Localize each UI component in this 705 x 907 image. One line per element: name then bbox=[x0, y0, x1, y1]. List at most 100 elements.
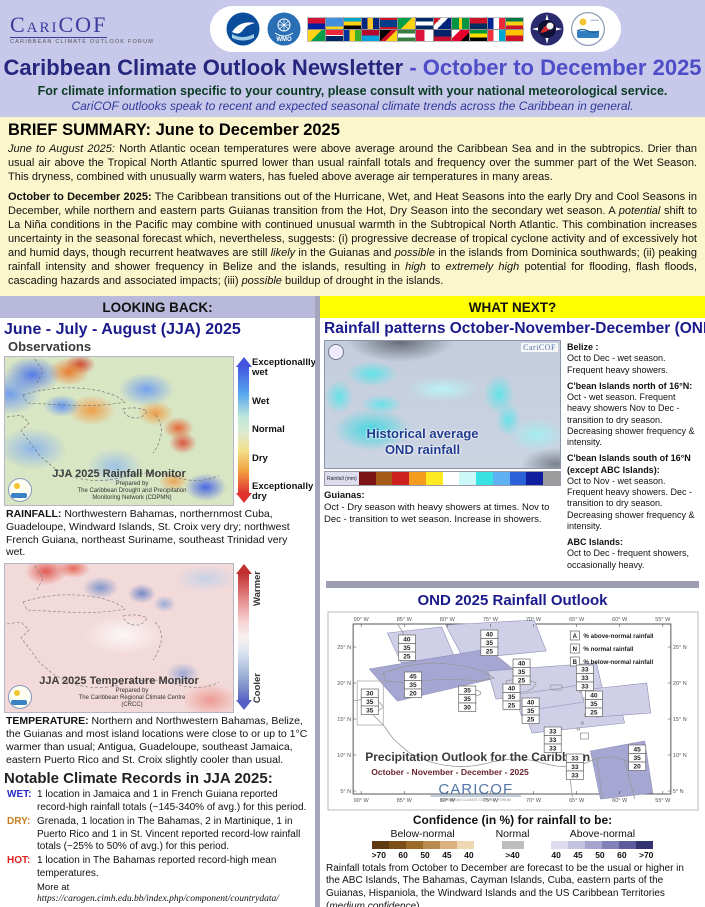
records-heading[interactable]: Notable Climate Records in JJA 2025: bbox=[4, 770, 273, 788]
above-normal-group: Above-normal 40 45 50 60 >70 bbox=[551, 827, 654, 860]
climate-record-item: WET: 1 location in Jamaica and 1 in Frenc… bbox=[4, 789, 311, 814]
region-text: Oct to Dec - wet season. Frequent heavy … bbox=[567, 353, 669, 375]
jja-rainfall-monitor-map[interactable]: JJA 2025 Rainfall Monitor Prepared by Th… bbox=[4, 356, 316, 507]
title-period: - October to December 2025 bbox=[403, 55, 702, 80]
column-divider bbox=[315, 296, 320, 907]
probability-box bbox=[565, 770, 584, 780]
rainfall-map-image[interactable]: JJA 2025 Rainfall Monitor Prepared by Th… bbox=[4, 356, 234, 507]
confidence-swatch bbox=[551, 840, 569, 849]
record-type-label: HOT: bbox=[7, 855, 31, 867]
temperature-map-image[interactable]: JJA 2025 Temperature Monitor Prepared by… bbox=[4, 563, 234, 714]
lat-tick: 25° N bbox=[672, 645, 686, 651]
confidence-tick: >40 bbox=[505, 849, 520, 860]
below-normal-group: Below-normal >70 60 50 45 40 bbox=[371, 827, 474, 860]
confidence-tick: 50 bbox=[595, 849, 605, 860]
region-outlook: C'bean Islands north of 16°N: Oct - wet s… bbox=[567, 381, 701, 449]
content-columns: LOOKING BACK: June - July - August (JJA)… bbox=[0, 296, 705, 907]
svg-text:N: N bbox=[572, 647, 576, 653]
country-flag bbox=[361, 28, 380, 42]
region-text: Oct - Dry season with heavy showers at t… bbox=[324, 501, 550, 525]
country-flag bbox=[379, 16, 398, 30]
regional-outlook-texts: Belize : Oct to Dec - wet season. Frequen… bbox=[567, 340, 701, 576]
region-name: Guianas: bbox=[324, 490, 365, 502]
probability-value: 35 bbox=[526, 708, 534, 715]
record-text: 1 location in Jamaica and 1 in French Gu… bbox=[37, 789, 307, 813]
lat-tick: 10° N bbox=[672, 753, 686, 759]
ond-rainfall-outlook-map[interactable]: Precipitation Outlook for the Caribbean … bbox=[327, 611, 699, 811]
probability-value: 35 bbox=[366, 699, 374, 706]
probability-value: 33 bbox=[571, 755, 579, 762]
country-flag bbox=[433, 28, 452, 42]
lat-tick: 15° N bbox=[672, 717, 686, 723]
records-more-link[interactable]: https://carogen.cimh.edu.bb/index.php/co… bbox=[37, 894, 279, 905]
probability-value: 25 bbox=[403, 653, 411, 660]
probability-box bbox=[479, 646, 498, 656]
outlook-caricof-tagline: CARIBBEAN CLIMATE OUTLOOK FORUM bbox=[440, 798, 510, 802]
probability-box bbox=[360, 705, 379, 715]
outlook-map-svg: Precipitation Outlook for the Caribbean … bbox=[327, 611, 698, 811]
probability-box bbox=[521, 714, 539, 724]
lon-tick: 85° W bbox=[396, 798, 412, 804]
confidence-swatch bbox=[371, 840, 389, 849]
confidence-swatch bbox=[602, 840, 620, 849]
page-title[interactable]: Caribbean Climate Outlook Newsletter - O… bbox=[0, 55, 705, 81]
region-outlook: Belize : Oct to Dec - wet season. Frequen… bbox=[567, 342, 701, 376]
probability-value: 33 bbox=[581, 666, 589, 673]
confidence-legend: Below-normal >70 60 50 45 40 Normal >40 Abov… bbox=[320, 828, 705, 860]
country-flag bbox=[343, 28, 362, 42]
probability-value: 33 bbox=[571, 764, 579, 771]
probability-value: 25 bbox=[507, 702, 515, 709]
country-flag bbox=[505, 28, 524, 42]
legend-label: % below-normal rainfall bbox=[583, 659, 653, 666]
warmer-label: Warmer bbox=[252, 571, 263, 607]
probability-value: 25 bbox=[526, 716, 534, 723]
historical-ond-rainfall-map[interactable]: CariCOF Historical average OND rainfall bbox=[324, 340, 561, 470]
rainfall-map-credit: Prepared by The Caribbean Drought and Pr… bbox=[77, 480, 187, 501]
probability-value: 35 bbox=[507, 694, 515, 701]
probability-value: 20 bbox=[633, 763, 641, 770]
jja-temperature-monitor-map[interactable]: JJA 2025 Temperature Monitor Prepared by… bbox=[4, 563, 311, 714]
cimh-logo bbox=[571, 12, 605, 46]
confidence-swatch bbox=[456, 840, 474, 849]
probability-box bbox=[627, 761, 646, 771]
caribbean-flags-strip bbox=[307, 16, 524, 42]
season-heading[interactable]: June - July - August (JJA) 2025 bbox=[4, 321, 241, 339]
caricof-logo[interactable]: CariCOF CARIBBEAN CLIMATE OUTLOOK FORUM bbox=[10, 11, 206, 45]
legend-key-box bbox=[569, 643, 580, 654]
outlook-map-title-text: Precipitation Outlook for the Caribbean bbox=[365, 750, 590, 764]
brief-summary-heading: BRIEF SUMMARY: June to December 2025 bbox=[8, 121, 340, 140]
legend-swatch bbox=[492, 472, 510, 486]
observations-label: Observations bbox=[8, 339, 92, 355]
country-flag bbox=[361, 16, 380, 30]
probability-value: 33 bbox=[549, 728, 557, 735]
confidence-tick: 45 bbox=[573, 849, 583, 860]
probability-value: 45 bbox=[633, 746, 641, 753]
rainfall-observation-note: RAINFALL: Northwestern Bahamas, northern… bbox=[6, 508, 290, 559]
probability-value: 35 bbox=[463, 696, 471, 703]
svg-text:B: B bbox=[572, 660, 577, 666]
legend-swatch bbox=[509, 472, 527, 486]
region-name: Belize : bbox=[567, 342, 599, 353]
lon-tick: 60° W bbox=[612, 617, 628, 623]
lat-tick: 5° N bbox=[340, 789, 351, 795]
country-flag bbox=[469, 16, 488, 30]
ond-outlook-heading[interactable]: OND 2025 Rainfall Outlook bbox=[417, 591, 608, 609]
country-flag bbox=[415, 16, 434, 30]
looking-back-header: LOOKING BACK: bbox=[0, 296, 315, 319]
probability-box bbox=[584, 707, 603, 717]
record-type-label: WET: bbox=[7, 789, 32, 801]
temperature-scale-bar bbox=[235, 564, 252, 711]
svg-text:WMO: WMO bbox=[276, 37, 292, 43]
country-flag bbox=[433, 16, 452, 30]
probability-value: 33 bbox=[549, 745, 557, 752]
probability-value: 40 bbox=[517, 660, 525, 667]
rainfall-patterns-heading[interactable]: Rainfall patterns October-November-Decem… bbox=[324, 320, 705, 338]
caricof-wordmark: CariCOF bbox=[10, 11, 108, 38]
partner-logos-pill: WMO bbox=[210, 6, 621, 52]
temperature-observation-note: TEMPERATURE: Northern and Northwestern B… bbox=[6, 715, 308, 766]
rainfall-color-scale: Exceptionallly wet Wet Normal Dry Exceptiona… bbox=[235, 356, 316, 504]
probability-value: 35 bbox=[633, 755, 641, 762]
probability-value: 40 bbox=[590, 692, 598, 699]
historical-map-caption: Historical average OND rainfall bbox=[366, 425, 479, 457]
lon-tick: 80° W bbox=[439, 798, 455, 804]
